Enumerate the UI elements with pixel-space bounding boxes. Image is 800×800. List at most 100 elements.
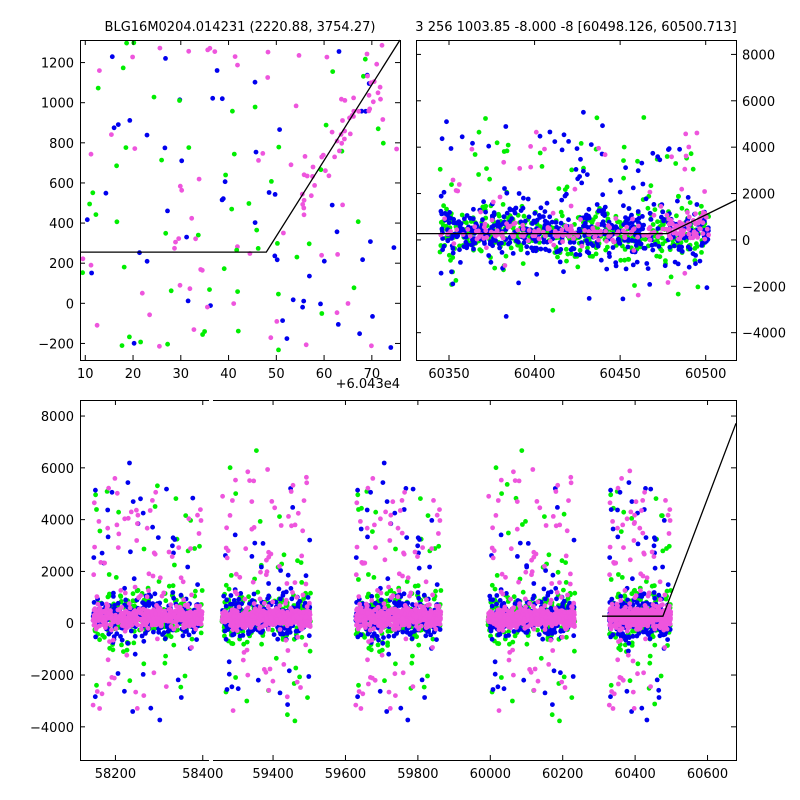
data-point — [375, 594, 380, 599]
data-point — [663, 258, 668, 263]
data-point — [700, 210, 706, 215]
data-point — [146, 571, 152, 577]
data-point — [623, 165, 628, 171]
panel-3-points — [90, 448, 674, 724]
data-point — [277, 514, 282, 519]
data-point — [286, 617, 292, 623]
data-point — [674, 213, 679, 219]
data-point — [94, 689, 100, 694]
data-point — [504, 148, 510, 154]
data-point — [436, 543, 442, 549]
data-point — [503, 253, 509, 259]
data-point — [629, 212, 634, 218]
data-point — [265, 596, 271, 601]
data-point — [91, 572, 97, 578]
data-point — [101, 617, 107, 622]
data-point — [87, 201, 92, 207]
data-point — [300, 304, 305, 310]
data-point — [251, 591, 257, 597]
data-point — [130, 709, 136, 714]
data-point — [365, 534, 370, 540]
data-point — [503, 314, 509, 319]
data-point — [437, 518, 443, 523]
data-point — [565, 251, 571, 257]
data-point — [595, 221, 601, 227]
data-point — [295, 604, 301, 609]
data-point — [644, 261, 650, 266]
data-point — [351, 285, 357, 291]
data-point — [256, 158, 261, 163]
data-point — [163, 598, 169, 604]
data-point — [392, 510, 398, 516]
data-point — [250, 613, 256, 619]
data-point — [625, 238, 631, 243]
data-point — [124, 622, 130, 627]
data-point — [693, 211, 698, 217]
data-point — [308, 590, 313, 596]
data-point — [424, 597, 429, 603]
data-point — [492, 671, 498, 677]
data-point — [369, 634, 375, 639]
data-point — [109, 54, 115, 60]
data-point — [675, 261, 681, 267]
data-point — [192, 546, 198, 551]
data-point — [547, 129, 553, 135]
data-point — [357, 331, 362, 337]
data-point — [152, 504, 158, 509]
data-point — [630, 262, 636, 268]
data-point — [378, 96, 383, 102]
data-point — [125, 480, 131, 485]
data-point — [223, 545, 229, 551]
data-point — [367, 622, 372, 627]
data-point — [687, 200, 693, 206]
y-tick-label: 1200 — [41, 57, 74, 72]
data-point — [144, 258, 150, 264]
data-point — [123, 617, 129, 623]
data-point — [277, 127, 282, 132]
data-point — [492, 233, 498, 239]
data-point — [365, 73, 370, 79]
data-point — [381, 460, 387, 466]
data-point — [355, 487, 360, 493]
data-point — [396, 603, 402, 608]
data-point — [544, 200, 550, 206]
data-point — [196, 176, 202, 182]
data-point — [198, 507, 203, 512]
data-point — [645, 233, 651, 239]
data-point — [356, 507, 361, 512]
data-point — [492, 659, 498, 665]
data-point — [520, 226, 526, 232]
data-point — [584, 249, 590, 255]
data-point — [551, 628, 556, 634]
data-point — [530, 233, 536, 239]
data-point — [546, 248, 552, 254]
data-point — [472, 224, 478, 230]
data-point — [265, 467, 270, 472]
data-point — [542, 690, 548, 696]
data-point — [526, 228, 532, 233]
data-point — [190, 495, 196, 501]
data-point — [140, 510, 146, 516]
data-point — [254, 448, 259, 453]
data-point — [417, 537, 422, 542]
data-point — [651, 202, 657, 207]
data-point — [429, 619, 434, 625]
data-point — [336, 49, 342, 54]
data-point — [588, 241, 594, 247]
data-point — [497, 631, 503, 637]
data-point — [425, 621, 431, 626]
data-point — [399, 530, 405, 536]
data-point — [386, 689, 392, 695]
data-point — [305, 595, 311, 600]
data-point — [528, 164, 534, 170]
data-point — [686, 214, 692, 220]
data-point — [173, 496, 179, 501]
data-point — [172, 245, 177, 251]
data-point — [388, 512, 394, 518]
data-point — [579, 240, 584, 246]
data-point — [113, 575, 119, 580]
data-point — [133, 689, 139, 695]
data-point — [559, 197, 565, 203]
data-point — [269, 499, 275, 504]
data-point — [266, 626, 272, 632]
